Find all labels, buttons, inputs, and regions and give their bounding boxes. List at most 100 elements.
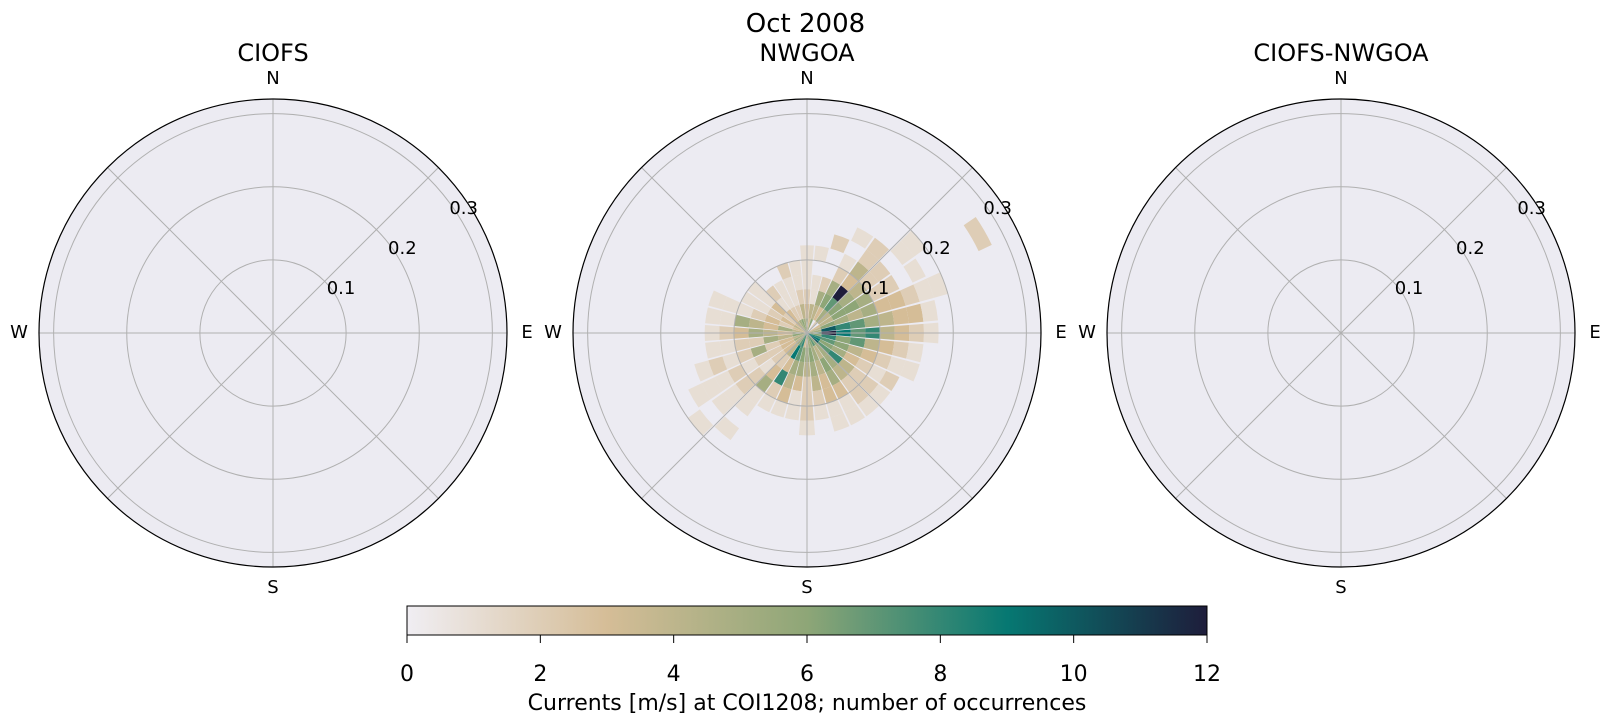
histogram-cell xyxy=(714,370,735,391)
histogram-cell xyxy=(722,296,741,314)
histogram-cell xyxy=(822,386,838,404)
direction-label-east: E xyxy=(521,322,532,343)
histogram-cell xyxy=(714,416,740,441)
histogram-cell xyxy=(846,344,864,358)
histogram-cell xyxy=(792,333,807,337)
colorbar-label: Currents [m/s] at COI1208; number of occ… xyxy=(528,691,1087,716)
histogram-cell xyxy=(835,322,851,331)
histogram-cell xyxy=(810,346,820,362)
histogram-cell xyxy=(727,364,747,383)
histogram-cell xyxy=(803,318,807,333)
histogram-cell xyxy=(782,357,795,373)
histogram-cell xyxy=(708,290,728,310)
histogram-cell xyxy=(790,345,801,360)
histogram-cell xyxy=(833,314,850,326)
histogram-cell xyxy=(807,324,821,333)
histogram-cell xyxy=(790,306,801,321)
histogram-cell xyxy=(755,374,774,393)
histogram-cell xyxy=(757,393,776,413)
histogram-cell xyxy=(759,358,776,375)
polar-frame xyxy=(38,98,508,568)
histogram-cell xyxy=(785,403,800,421)
histogram-cell xyxy=(750,344,768,358)
histogram-cell xyxy=(719,340,737,355)
histogram-cell xyxy=(820,320,836,330)
histogram-cell xyxy=(778,336,794,346)
panel-title: CIOFS-NWGOA xyxy=(1253,39,1429,67)
histogram-cell xyxy=(848,281,867,300)
histogram-cell xyxy=(792,326,807,333)
histogram-cell xyxy=(813,306,824,321)
histogram-cell xyxy=(747,281,766,300)
radial-tick-label: 0.2 xyxy=(1456,238,1485,259)
angular-gridline xyxy=(1175,167,1342,334)
histogram-cell xyxy=(807,326,822,333)
histogram-cell xyxy=(900,360,920,382)
histogram-cell xyxy=(823,297,838,313)
histogram-cell xyxy=(843,299,860,315)
histogram-cell xyxy=(900,284,920,306)
polar-panel-ciofs-nwgoa: CIOFS-NWGOA 0.1 0.2 0.3 N E S W xyxy=(1078,39,1601,598)
histogram-cell xyxy=(963,217,992,252)
histogram-cell xyxy=(879,275,900,296)
histogram-cell xyxy=(748,337,765,348)
histogram-cell xyxy=(782,372,796,390)
direction-label-north: N xyxy=(800,68,813,89)
histogram-cell xyxy=(793,324,807,333)
histogram-cell xyxy=(851,227,874,249)
histogram-cell xyxy=(807,333,816,347)
histogram-cell xyxy=(807,329,822,333)
histogram-cell xyxy=(831,345,847,358)
histogram-cell xyxy=(764,340,781,352)
radial-tick-label: 0.1 xyxy=(861,278,890,299)
histogram-cell xyxy=(807,333,822,340)
histogram-cell xyxy=(792,329,807,333)
histogram-cell xyxy=(705,341,723,359)
histogram-cell xyxy=(906,303,924,324)
histogram-cell xyxy=(793,333,807,342)
histogram-cell xyxy=(890,240,915,266)
histogram-cell xyxy=(786,309,799,323)
histogram-cell xyxy=(808,347,815,363)
histogram-cell xyxy=(877,311,895,326)
histogram-cell xyxy=(869,261,891,283)
histogram-cell xyxy=(814,290,826,307)
histogram-cell xyxy=(794,346,804,362)
direction-label-west: W xyxy=(1078,322,1096,343)
histogram-cell xyxy=(830,234,850,254)
colorbar: 0 2 4 6 8 10 12 Currents [m/s] at COI1208; num… xyxy=(400,605,1221,716)
direction-label-south: S xyxy=(267,577,278,598)
histogram-cell xyxy=(855,291,874,308)
histogram-cell xyxy=(792,333,807,340)
histogram-cell xyxy=(809,289,818,305)
angular-gridline xyxy=(272,332,439,499)
histogram-cell xyxy=(723,383,745,405)
histogram-cell xyxy=(817,341,831,354)
histogram-cell xyxy=(814,403,829,421)
histogram-cell xyxy=(705,307,723,325)
histogram-cell xyxy=(719,311,737,326)
polar-plot-area: 0.1 0.2 0.3 xyxy=(572,98,1042,568)
direction-label-north: N xyxy=(266,68,279,89)
colorbar-tick-label: 8 xyxy=(933,662,947,687)
histogram-cell xyxy=(821,325,837,332)
histogram-cell xyxy=(838,358,855,375)
histogram-cell xyxy=(771,302,787,317)
histogram-cell xyxy=(913,278,934,302)
histogram-cell xyxy=(820,336,836,346)
histogram-cell xyxy=(735,375,755,395)
histogram-cell xyxy=(798,333,807,347)
histogram-cell xyxy=(776,262,792,280)
direction-label-west: W xyxy=(10,322,28,343)
direction-label-north: N xyxy=(1334,68,1347,89)
histogram-cell xyxy=(788,260,802,277)
histogram-cell xyxy=(818,372,832,390)
histogram-cell xyxy=(819,293,832,309)
histogram-cell xyxy=(817,312,831,325)
histogram-cell xyxy=(800,318,807,333)
histogram-cell xyxy=(844,405,865,426)
histogram-cell xyxy=(780,339,795,350)
histogram-cell xyxy=(866,237,890,260)
angular-gridline xyxy=(641,167,808,334)
